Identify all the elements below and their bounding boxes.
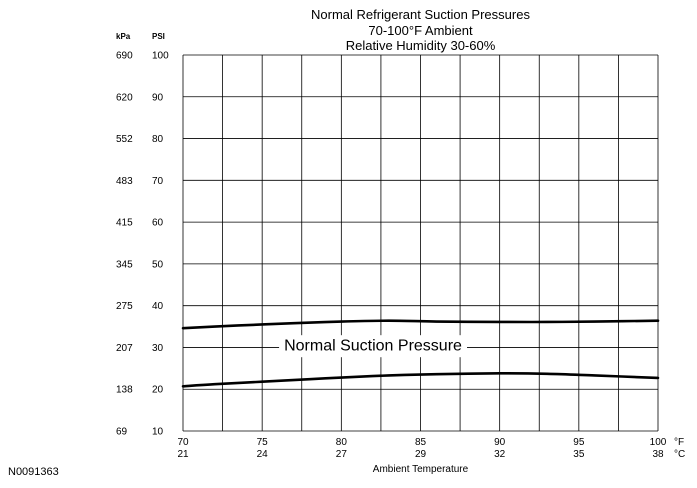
x-tick-label-celsius: 29	[415, 449, 427, 460]
band-label: Normal Suction Pressure	[284, 338, 462, 355]
x-tick-label-celsius: 35	[573, 449, 585, 460]
y-tick-label-psi: 40	[152, 301, 164, 312]
y-tick-label-kpa: 483	[116, 176, 133, 187]
y-tick-label-psi: 60	[152, 218, 164, 229]
y-tick-label-kpa: 207	[116, 343, 133, 354]
y-tick-label-psi: 30	[152, 343, 164, 354]
y-tick-label-psi: 50	[152, 259, 164, 270]
y-tick-label-kpa: 690	[116, 51, 133, 62]
suction-pressure-curve-lower	[181, 372, 660, 388]
x-tick-label-celsius: 32	[494, 449, 506, 460]
x-tick-label-celsius: 27	[336, 449, 348, 460]
psi-unit-heading: PSI	[152, 32, 165, 41]
figure-id: N0091363	[8, 466, 59, 478]
x-tick-label-fahrenheit: 95	[573, 437, 585, 448]
x-tick-label-celsius: 24	[257, 449, 269, 460]
chart-title-line-2: 70-100°F Ambient	[368, 23, 473, 38]
y-tick-label-kpa: 275	[116, 301, 133, 312]
x-axis-label: Ambient Temperature	[372, 464, 469, 475]
y-tick-label-kpa: 620	[116, 92, 133, 103]
kpa-unit-heading: kPa	[116, 32, 131, 41]
x-tick-label-celsius: 21	[177, 449, 189, 460]
x-tick-label-fahrenheit: 90	[494, 437, 506, 448]
y-tick-label-psi: 100	[152, 51, 169, 62]
y-tick-label-kpa: 69	[116, 427, 128, 438]
x-tick-label-fahrenheit: 85	[415, 437, 427, 448]
chart-title-line-3: Relative Humidity 30-60%	[345, 38, 496, 53]
x-tick-label-fahrenheit: 70	[177, 437, 189, 448]
chart-title-line-1: Normal Refrigerant Suction Pressures	[311, 7, 530, 22]
y-tick-label-psi: 20	[152, 385, 164, 396]
y-tick-label-psi: 80	[152, 134, 164, 145]
y-tick-label-kpa: 138	[116, 385, 133, 396]
suction-pressure-curve-upper	[181, 319, 660, 330]
x-tick-label-fahrenheit: 100	[650, 437, 667, 448]
band-label-background	[279, 335, 468, 358]
x-tick-label-celsius: 38	[652, 449, 664, 460]
y-tick-label-psi: 10	[152, 427, 164, 438]
x-tick-label-fahrenheit: 80	[336, 437, 348, 448]
y-tick-label-psi: 70	[152, 176, 164, 187]
x-unit-celsius: °C	[674, 449, 685, 460]
x-tick-label-fahrenheit: 75	[257, 437, 269, 448]
y-tick-label-kpa: 345	[116, 259, 133, 270]
y-tick-label-psi: 90	[152, 92, 164, 103]
x-unit-fahrenheit: °F	[674, 437, 684, 448]
y-tick-label-kpa: 415	[116, 218, 133, 229]
y-tick-label-kpa: 552	[116, 134, 133, 145]
